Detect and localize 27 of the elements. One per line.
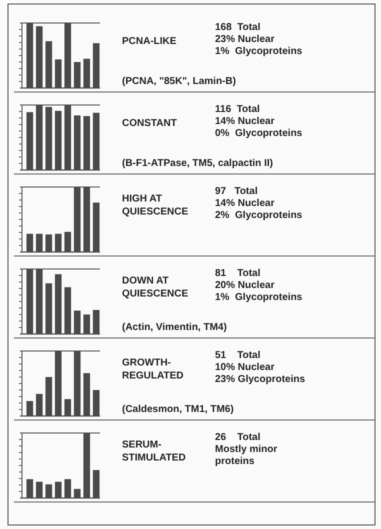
text: 97 Total — [215, 186, 258, 197]
text: 168 Total — [215, 22, 261, 33]
text: CONSTANT — [122, 118, 177, 129]
text: (B-F1-ATPase, TM5, calpactin II) — [122, 158, 273, 169]
text: (Caldesmon, TM1, TM6) — [122, 404, 234, 415]
text: PCNA-LIKE — [122, 36, 177, 47]
text: 116 Total — [215, 104, 260, 115]
text: 14% Nuclear — [215, 198, 275, 209]
text: 23% Nuclear — [215, 34, 275, 45]
text: 0% Glycoproteins — [215, 128, 303, 139]
text: DOWN AT QUIESCENCE — [122, 276, 188, 300]
text: 14% Nuclear — [215, 116, 275, 127]
text: 1% Glycoproteins — [215, 292, 303, 303]
text: SERUM- STIMULATED — [122, 440, 186, 464]
text: (PCNA, "85K", Lamin-B) — [122, 76, 236, 87]
text: 2% Glycoproteins — [215, 210, 303, 221]
text: HIGH AT QUIESCENCE — [122, 194, 188, 218]
text: GROWTH- REGULATED — [122, 358, 184, 382]
text: 20% Nuclear — [215, 280, 275, 291]
text: 10% Nuclear — [215, 362, 275, 373]
text: Mostly minor proteins — [215, 444, 278, 467]
text: 81 Total — [215, 268, 261, 279]
text: 23% Glycoproteins — [215, 374, 306, 385]
text: 26 Total — [215, 432, 261, 443]
text: (Actin, Vimentin, TM4) — [122, 322, 227, 333]
text: 51 Total — [215, 350, 261, 361]
text: 1% Glycoproteins — [215, 46, 303, 57]
